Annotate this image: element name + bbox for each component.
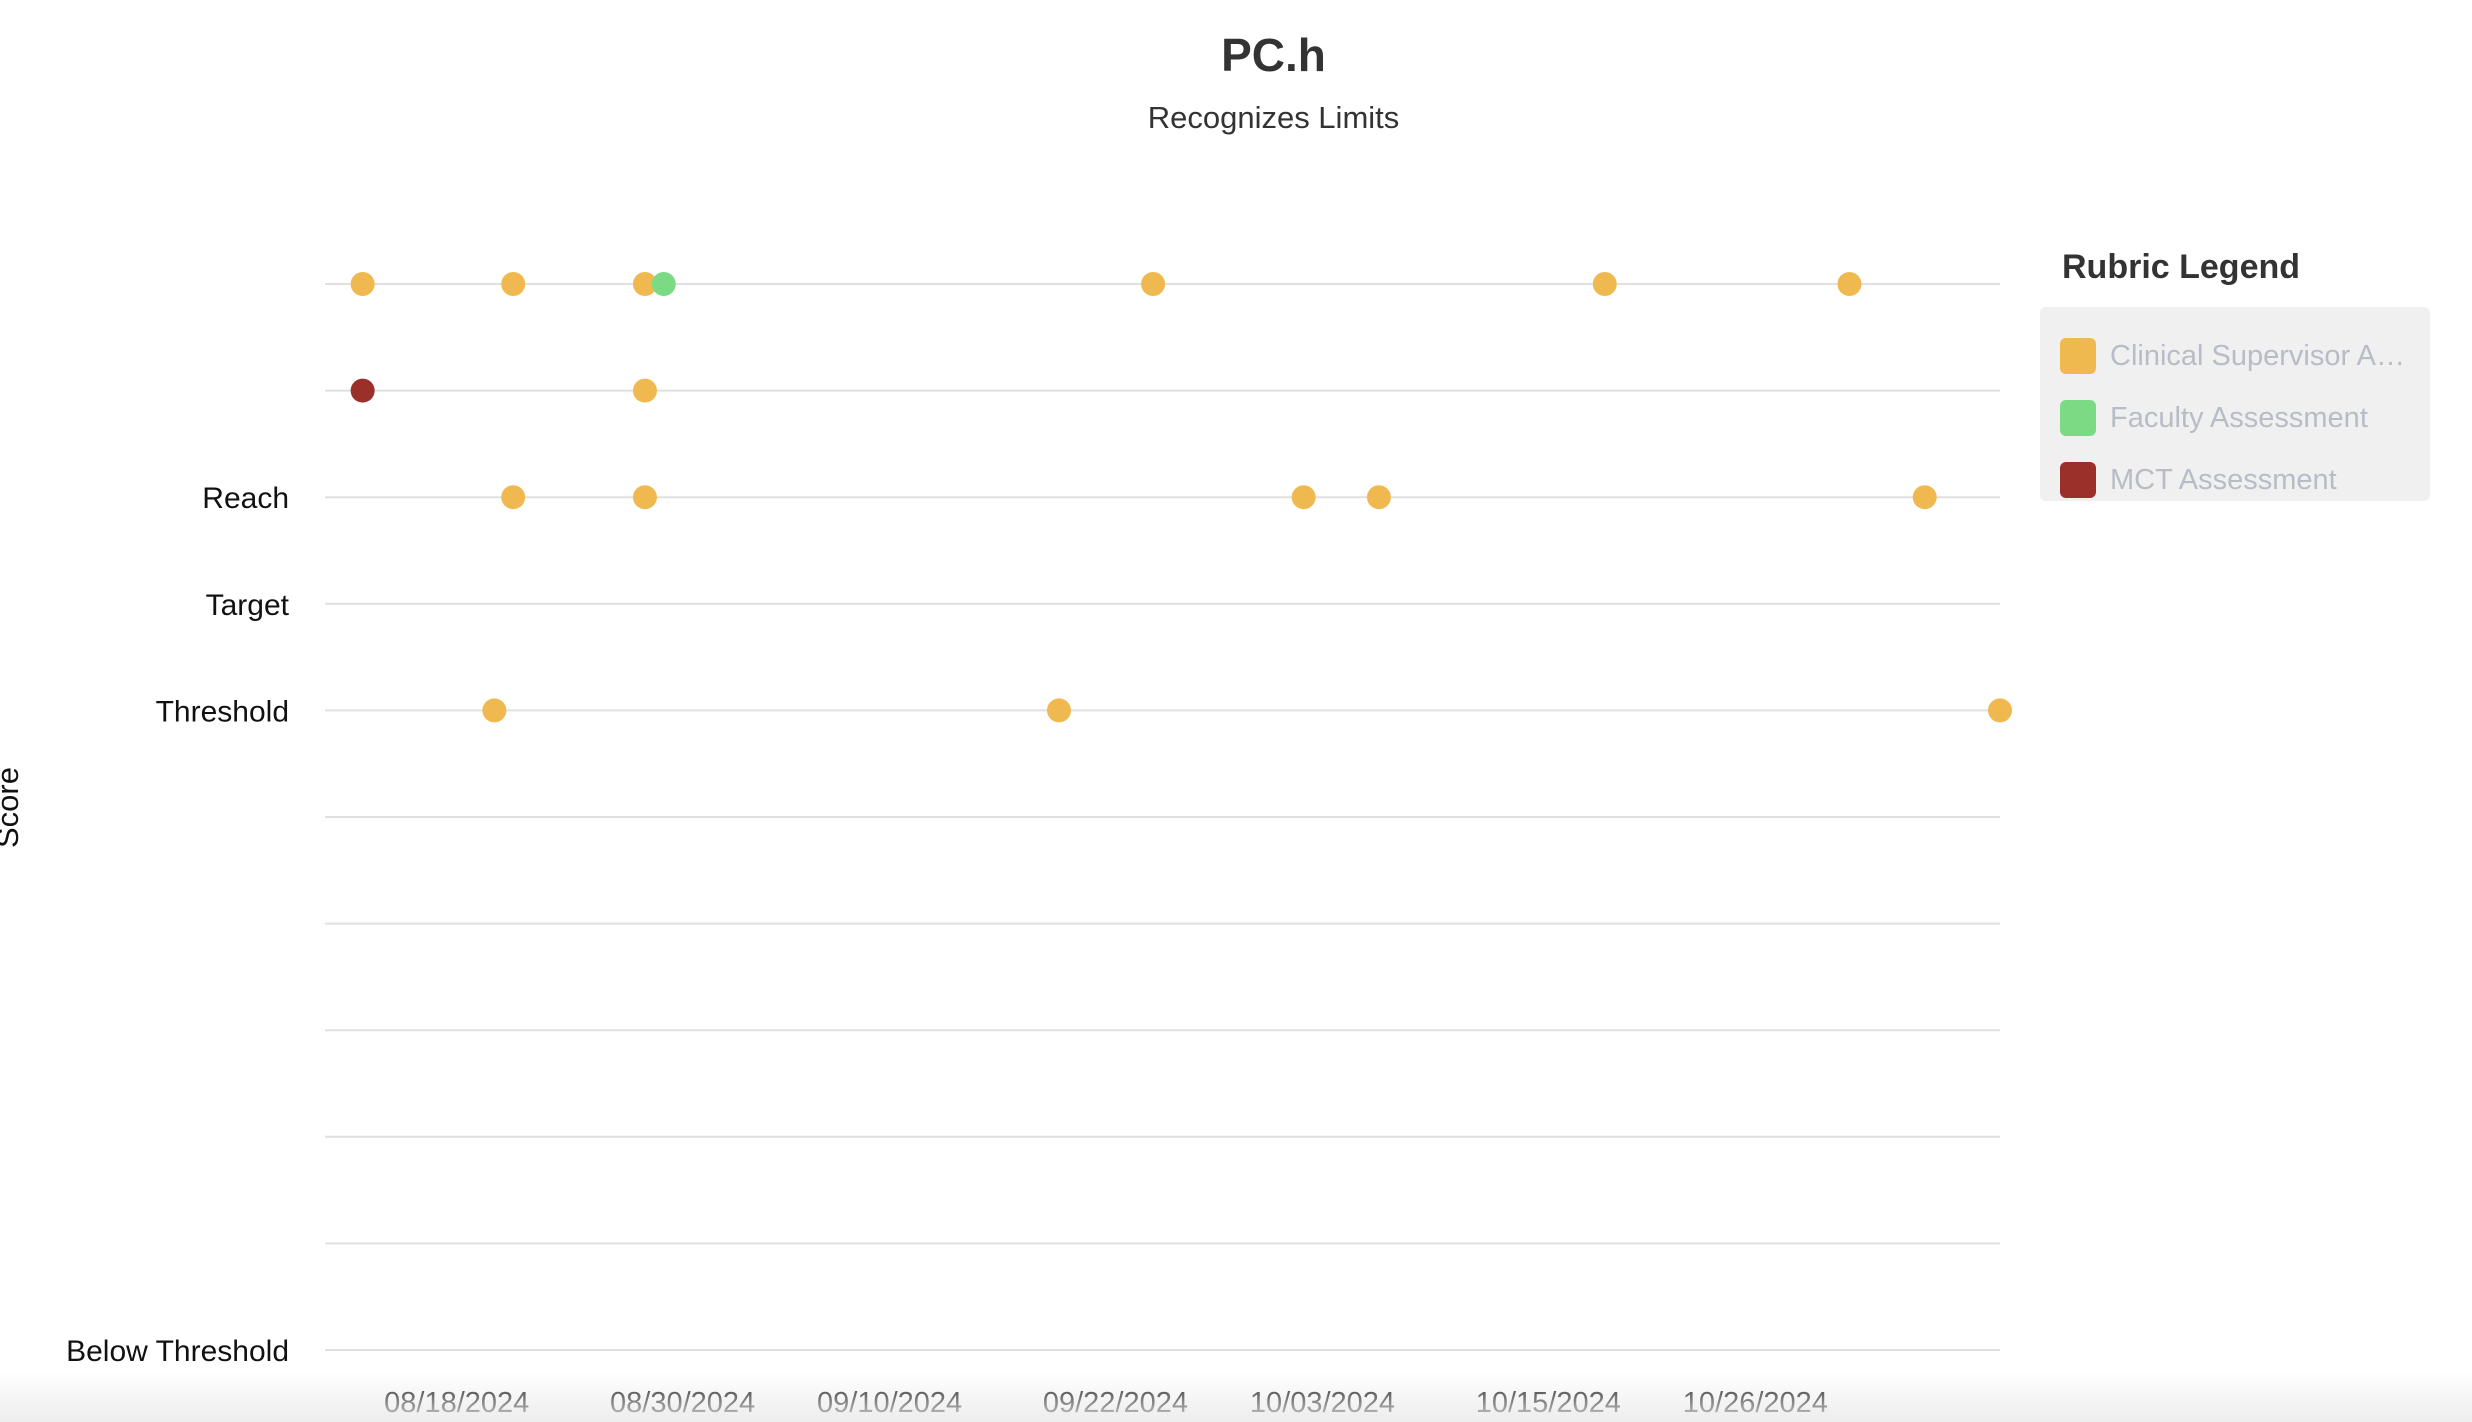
x-tick-label: 10/15/2024 [1476, 1387, 1621, 1419]
data-point [632, 272, 657, 296]
data-point [501, 272, 526, 296]
x-tick-label: 09/22/2024 [1043, 1387, 1188, 1419]
y-tick-label: Target [206, 589, 290, 622]
legend-title: Rubric Legend [2062, 248, 2301, 286]
data-point [1592, 272, 1617, 296]
chart-subtitle: Recognizes Limits [1147, 100, 1400, 135]
x-tick-label: 09/10/2024 [817, 1387, 962, 1419]
data-point [1366, 485, 1391, 510]
legend-swatch [2060, 400, 2096, 436]
data-point [632, 378, 657, 403]
data-point [1912, 485, 1937, 510]
x-tick-label: 08/30/2024 [610, 1387, 755, 1419]
data-point [1046, 698, 1071, 723]
legend-label: Faculty Assessment [2110, 401, 2368, 434]
data-point [1837, 272, 1862, 296]
x-tick-label: 10/26/2024 [1683, 1387, 1828, 1419]
data-point [1988, 698, 2012, 723]
legend-box: Clinical Supervisor A… Faculty Assessmen… [2040, 307, 2430, 501]
y-tick-label: Threshold [156, 695, 289, 728]
legend-item-faculty-assessment[interactable]: Faculty Assessment [2060, 387, 2430, 449]
legend-label: Clinical Supervisor A… [2110, 339, 2405, 372]
data-point [350, 272, 375, 296]
y-tick-label: Below Threshold [66, 1335, 289, 1368]
rubric-legend: Rubric Legend Clinical Supervisor A… Fac… [2040, 248, 2430, 522]
data-point [1141, 272, 1166, 296]
chart-title: PC.h [1221, 29, 1326, 81]
data-point [350, 378, 375, 403]
y-tick-label: Reach [202, 482, 289, 515]
x-tick-label: 10/03/2024 [1250, 1387, 1395, 1419]
legend-item-mct-assessment[interactable]: MCT Assessment [2060, 449, 2430, 511]
data-point [1291, 485, 1316, 510]
legend-swatch [2060, 338, 2096, 374]
data-point [632, 485, 657, 510]
x-tick-label: 08/18/2024 [384, 1387, 529, 1419]
legend-swatch [2060, 462, 2096, 498]
chart-plot: Below Threshold Threshold Target Reach 08/18… [66, 272, 2012, 1419]
legend-label: MCT Assessment [2110, 463, 2337, 496]
data-point [482, 698, 507, 723]
data-point [651, 272, 676, 296]
legend-item-clinical-supervisor[interactable]: Clinical Supervisor A… [2060, 325, 2430, 387]
data-point [501, 485, 526, 510]
